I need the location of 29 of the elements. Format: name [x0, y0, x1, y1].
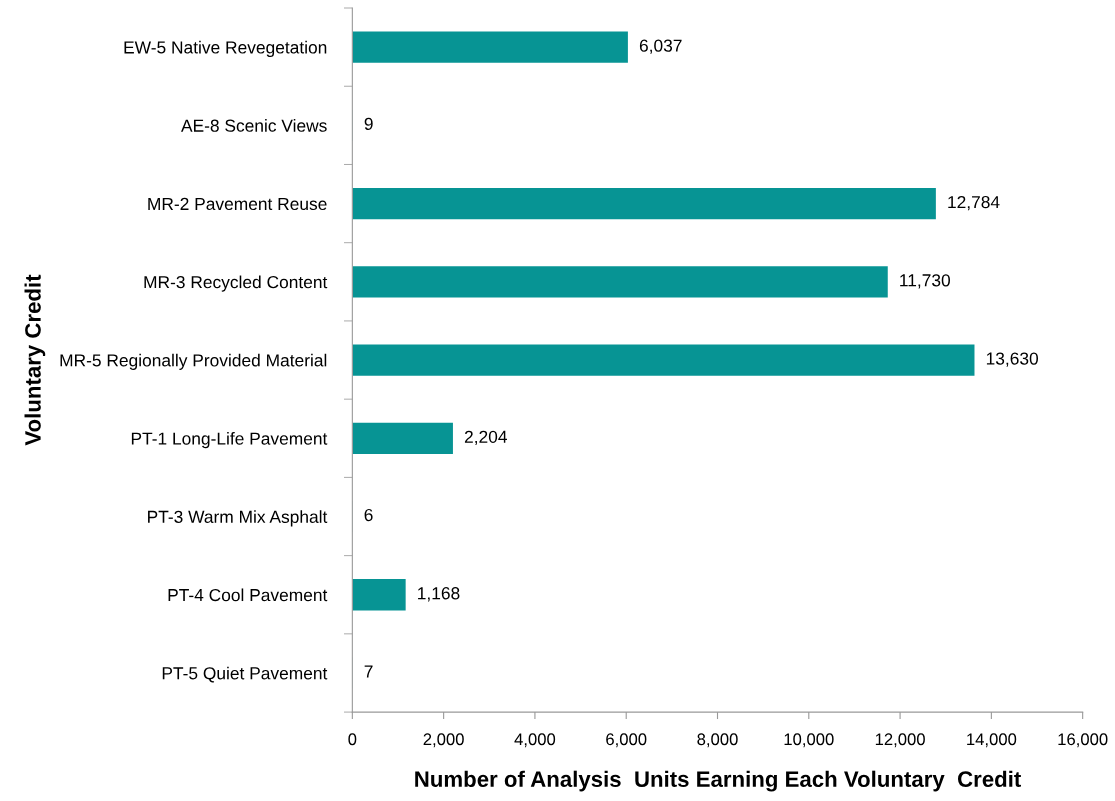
- data-label: 2,204: [464, 430, 507, 445]
- data-label: 6: [364, 508, 373, 522]
- x-tick-label: 6,000: [606, 733, 647, 748]
- y-tick-label: MR-5 Regionally Provided Material: [60, 353, 327, 370]
- y-tick-label: MR-2 Pavement Reuse: [148, 197, 327, 211]
- x-tick-label: 2,000: [423, 733, 464, 748]
- y-tick-label: PT-3 Warm Mix Asphalt: [148, 510, 328, 527]
- data-label: 13,630: [986, 352, 1039, 367]
- data-label: 12,784: [948, 195, 1000, 211]
- data-label: 11,730: [900, 274, 951, 289]
- x-tick-label: 14,000: [967, 733, 1017, 748]
- y-tick-label: EW-5 Native Revegetation: [124, 40, 327, 58]
- y-axis-title: Voluntary Credit: [24, 274, 46, 446]
- y-tick-label: PT-5 Quiet Pavement: [162, 666, 328, 683]
- x-tick-label: 12,000: [875, 733, 925, 748]
- x-tick-label: 16,000: [1058, 733, 1108, 748]
- x-axis-title: Number of Analysis Units Earning Each Voluntary Credit: [415, 770, 1022, 792]
- x-tick-label: 4,000: [514, 733, 556, 748]
- y-tick-label: MR-3 Recycled Content: [144, 275, 328, 292]
- x-tick-label: 8,000: [697, 733, 738, 748]
- y-tick-label: PT-4 Cool Pavement: [168, 588, 328, 602]
- y-tick-label: PT-1 Long-Life Pavement: [131, 431, 328, 449]
- x-tick-label: 0: [348, 733, 357, 746]
- data-label: 7: [364, 665, 373, 678]
- data-label: 1,168: [418, 587, 460, 602]
- data-label: 9: [364, 117, 373, 131]
- data-label: 6,037: [639, 39, 682, 54]
- y-tick-label: AE-8 Scenic Views: [181, 119, 327, 132]
- x-tick-label: 10,000: [784, 733, 834, 748]
